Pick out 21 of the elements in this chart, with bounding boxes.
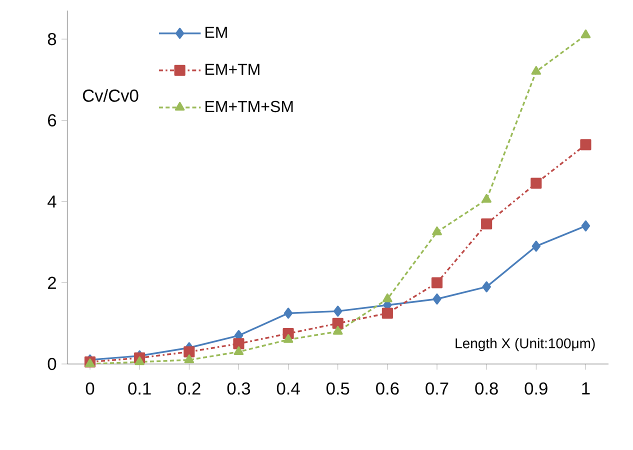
x-tick-label: 0.9: [524, 382, 548, 395]
x-tick-label: 1: [582, 382, 590, 394]
legend-label: EM: [206, 26, 227, 38]
x-tick-label: 0.1: [128, 382, 151, 395]
y-tick-label: 2: [48, 276, 56, 289]
x-tick-label: 0.6: [376, 382, 399, 395]
y-tick-label: 6: [48, 114, 56, 126]
y-axis-title: Cv/Cv0: [82, 89, 138, 102]
x-tick-label: 0.3: [227, 382, 250, 395]
legend-label: EM+TM+SM: [206, 100, 293, 112]
y-tick-label: 4: [48, 196, 56, 208]
x-tick-label: 0.2: [178, 382, 200, 395]
x-tick-label: 0.8: [475, 382, 498, 395]
x-tick-label: 0: [86, 382, 94, 395]
x-tick-label: 0.7: [426, 382, 448, 395]
y-tick-label: 8: [48, 32, 56, 46]
x-tick-label: 0.4: [276, 382, 300, 395]
legend-label: EM+TM: [206, 64, 260, 75]
x-axis-title: Length X (Unit:100μm): [456, 338, 595, 352]
y-tick-label: 0: [48, 358, 56, 370]
x-tick-label: 0.5: [326, 382, 350, 395]
